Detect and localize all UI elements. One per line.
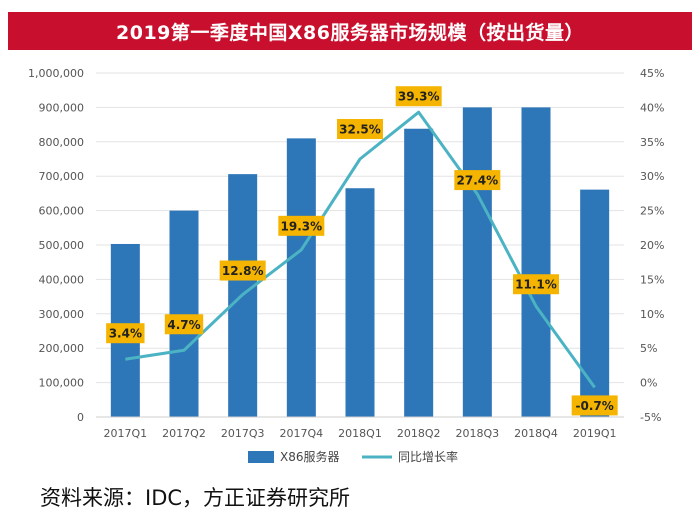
y-right-tick-label: 45% bbox=[640, 67, 664, 80]
data-label-box bbox=[164, 314, 204, 335]
source-note: 资料来源：IDC，方正证券研究所 bbox=[40, 486, 351, 510]
y-right-tick-label: 20% bbox=[640, 239, 664, 252]
x-tick-label: 2017Q4 bbox=[280, 427, 324, 440]
y-right-tick-label: 15% bbox=[640, 273, 664, 286]
x-tick-label: 2017Q2 bbox=[162, 427, 206, 440]
y-left-tick-label: 200,000 bbox=[39, 342, 85, 355]
y-right-tick-label: 25% bbox=[640, 205, 664, 218]
y-left-tick-label: 100,000 bbox=[39, 377, 85, 390]
data-label-box bbox=[219, 260, 266, 281]
bar bbox=[521, 107, 551, 418]
bar bbox=[404, 128, 434, 417]
data-label-box bbox=[278, 215, 325, 236]
legend-swatch-bar bbox=[248, 451, 274, 463]
y-left-tick-label: 400,000 bbox=[39, 273, 85, 286]
y-right-tick-label: 30% bbox=[640, 170, 664, 183]
bar bbox=[169, 210, 199, 417]
legend-label-bar: X86服务器 bbox=[280, 449, 340, 464]
data-label: 19.3% bbox=[281, 219, 323, 233]
x-tick-label: 2017Q3 bbox=[221, 427, 265, 440]
data-label-box bbox=[106, 323, 145, 344]
x-tick-label: 2019Q1 bbox=[573, 427, 617, 440]
x-tick-label: 2018Q1 bbox=[338, 427, 382, 440]
data-label: 27.4% bbox=[457, 174, 499, 188]
data-label: 39.3% bbox=[398, 90, 440, 104]
data-label: 4.7% bbox=[167, 318, 200, 332]
data-label: 32.5% bbox=[339, 123, 381, 137]
y-left-tick-label: 500,000 bbox=[39, 239, 85, 252]
y-left-tick-label: 600,000 bbox=[39, 205, 85, 218]
y-right-tick-label: 35% bbox=[640, 136, 664, 149]
data-label: 12.8% bbox=[222, 264, 264, 278]
data-label-box bbox=[513, 274, 559, 295]
bar bbox=[580, 189, 610, 417]
y-right-tick-label: -5% bbox=[640, 411, 661, 424]
bar bbox=[286, 138, 316, 418]
y-right-tick-label: 5% bbox=[640, 342, 657, 355]
y-left-tick-label: 700,000 bbox=[39, 170, 85, 183]
y-right-tick-label: 0% bbox=[640, 377, 657, 390]
growth-line bbox=[125, 110, 596, 389]
y-left-tick-label: 1,000,000 bbox=[28, 67, 84, 80]
bar bbox=[462, 107, 492, 418]
y-left-tick-label: 300,000 bbox=[39, 308, 85, 321]
legend-label-line: 同比增长率 bbox=[398, 449, 458, 464]
y-right-tick-label: 10% bbox=[640, 308, 664, 321]
x-tick-label: 2017Q1 bbox=[104, 427, 148, 440]
x-tick-label: 2018Q2 bbox=[397, 427, 441, 440]
data-label: -0.7% bbox=[576, 399, 614, 413]
data-label-box bbox=[337, 119, 383, 139]
x-tick-label: 2018Q4 bbox=[514, 427, 558, 440]
chart: 0 100,000 200,000 300,000 400,000 500,000 600,… bbox=[28, 67, 664, 464]
data-label: 3.4% bbox=[109, 327, 142, 341]
y-left-tick-label: 900,000 bbox=[39, 101, 85, 114]
x-tick-label: 2018Q3 bbox=[456, 427, 500, 440]
chart-title: 2019第一季度中国X86服务器市场规模（按出货量） bbox=[8, 12, 692, 50]
y-left-tick-label: 0 bbox=[77, 411, 84, 424]
y-right-tick-label: 40% bbox=[640, 101, 664, 114]
data-label-box bbox=[571, 395, 618, 416]
data-label-box bbox=[395, 86, 442, 107]
data-label: 11.1% bbox=[515, 278, 557, 292]
bar bbox=[345, 188, 375, 417]
y-left-tick-label: 800,000 bbox=[39, 136, 85, 149]
data-label-box bbox=[454, 170, 501, 191]
